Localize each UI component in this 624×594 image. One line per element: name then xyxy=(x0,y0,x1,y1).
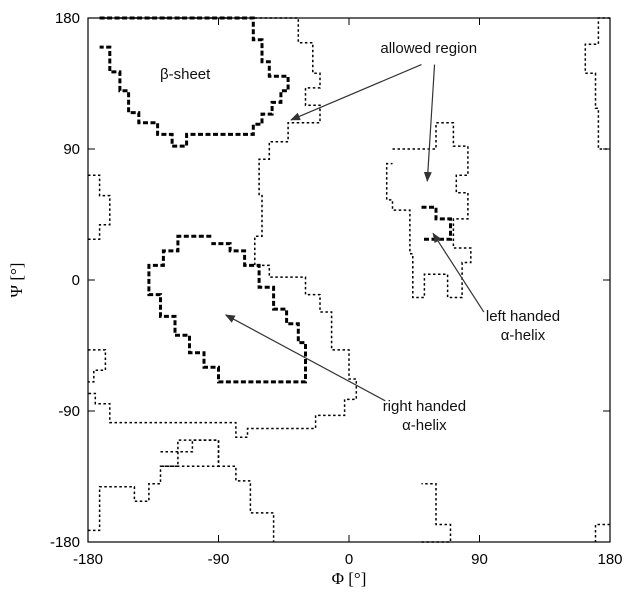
annotation-right: α-helix xyxy=(402,417,447,434)
region-allowed-left-edge-lower xyxy=(88,349,107,383)
x-tick-label: -180 xyxy=(73,551,103,568)
arrow-layer xyxy=(224,64,485,402)
annotation-right: right handed xyxy=(383,398,466,415)
region-allowed-lower-right-corner xyxy=(594,523,610,542)
y-tick-label: -90 xyxy=(58,403,80,420)
y-tick-label: -180 xyxy=(50,534,80,551)
y-axis-label: Ψ [°] xyxy=(7,263,26,298)
plot-frame xyxy=(87,17,611,543)
arrow-left-handed-helix xyxy=(432,232,485,313)
region-layer xyxy=(88,16,610,543)
region-beta-sheet-core xyxy=(99,16,290,148)
arrow-allowed-to-left-handed xyxy=(423,64,436,183)
x-tick-label: -90 xyxy=(208,551,230,568)
arrow-right-handed-helix xyxy=(224,314,386,402)
annotation-left: left handed xyxy=(486,308,560,325)
region-allowed-upper-right xyxy=(584,17,610,150)
y-tick-label: 90 xyxy=(63,141,80,158)
y-tick-label: 0 xyxy=(72,272,80,289)
region-right-handed-alpha-helix-core xyxy=(147,234,307,384)
region-allowed-lower-left xyxy=(88,439,275,542)
region-allowed-left-edge-upper xyxy=(88,174,111,240)
region-allowed-lower-left-bump xyxy=(160,439,220,468)
tick-layer: -180 -90 0 90 180 -180 -90 0 90 180 xyxy=(50,10,623,568)
arrow-allowed-to-upper-left xyxy=(290,64,422,121)
x-tick-label: 0 xyxy=(345,551,353,568)
x-tick-label: 90 xyxy=(471,551,488,568)
annotation-left: α-helix xyxy=(501,327,546,344)
region-left-handed-alpha-helix-core xyxy=(421,205,452,241)
y-tick-label: 180 xyxy=(55,10,80,27)
region-allowed-lower-middle xyxy=(421,483,452,543)
annotation-allowed: allowed region xyxy=(380,40,477,57)
annotation-beta: β-sheet xyxy=(160,66,211,83)
region-allowed-left-handed-region xyxy=(385,122,472,299)
region-allowed-upper-left xyxy=(88,17,358,438)
x-axis-label: Φ [°] xyxy=(332,569,367,588)
x-tick-label: 180 xyxy=(597,551,622,568)
annotation-layer: allowed region β-sheet left handed α-helix r… xyxy=(160,40,560,434)
